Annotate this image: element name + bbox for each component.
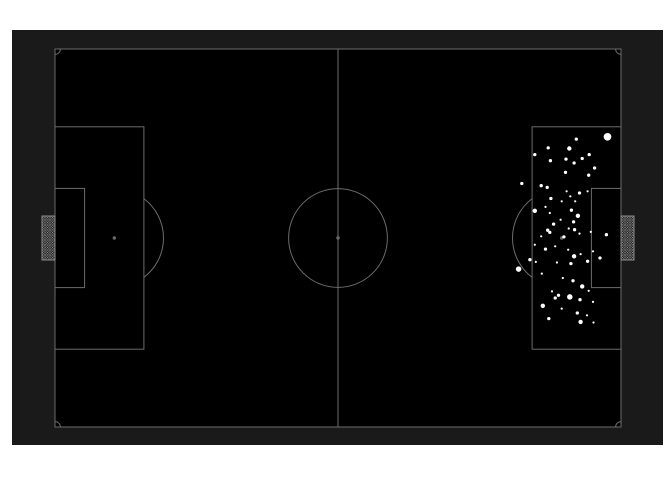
shot-point — [571, 254, 577, 259]
shot-point — [562, 235, 566, 239]
shot-point — [559, 218, 562, 221]
shot-point — [540, 303, 545, 308]
shot-point — [578, 232, 581, 235]
centre-circle — [288, 188, 388, 288]
shot-point — [533, 152, 537, 157]
shot-point — [539, 184, 543, 188]
shot-point — [577, 191, 582, 195]
shot-point — [586, 190, 589, 193]
shot-point — [553, 296, 557, 300]
right-penalty-arc — [512, 198, 533, 278]
shot-point — [575, 213, 581, 218]
shot-point — [548, 230, 552, 235]
shot-point — [571, 220, 576, 224]
shot-point — [569, 208, 574, 212]
shot-point — [591, 250, 595, 253]
shot-point — [544, 205, 547, 208]
shot-point — [543, 247, 548, 251]
shot-point — [548, 211, 551, 215]
shot-point — [587, 289, 590, 292]
shot-point — [567, 227, 570, 230]
centre-spot — [336, 236, 340, 240]
shot-point — [547, 316, 551, 321]
shot-point — [548, 159, 553, 163]
shot-point — [592, 321, 595, 324]
left-penalty-spot — [112, 236, 117, 240]
shot-point — [580, 156, 584, 161]
right-goal-net — [620, 215, 635, 261]
shot-point — [520, 181, 524, 186]
shot-point — [549, 196, 553, 201]
shot-point — [532, 208, 537, 213]
shot-point — [578, 298, 582, 302]
shot-point — [546, 146, 550, 150]
shot-point — [587, 152, 591, 157]
left-goal — [41, 215, 56, 261]
left-goal-net — [41, 215, 56, 261]
shot-point — [574, 200, 577, 203]
shot-point — [551, 222, 556, 226]
shot-point — [533, 243, 536, 246]
shot-point — [571, 279, 575, 283]
shot-point — [554, 245, 557, 248]
shot-point — [569, 195, 572, 198]
shot-point — [591, 300, 595, 303]
shot-point — [587, 173, 591, 177]
shot-point — [578, 319, 583, 325]
shot-point — [528, 258, 532, 262]
shot-point — [585, 314, 589, 317]
corner-arc-top-right — [615, 48, 622, 55]
shot-point — [598, 256, 602, 260]
shot-point — [564, 157, 568, 161]
shot-point — [575, 311, 579, 315]
shot-point — [567, 146, 572, 151]
shot-point — [550, 290, 554, 293]
shot-point — [579, 253, 582, 256]
shot-point — [592, 166, 597, 170]
right-goal — [620, 215, 635, 261]
shot-point — [565, 190, 568, 193]
corner-arc-top-left — [54, 48, 61, 55]
shot-point — [556, 293, 561, 297]
shot-point — [560, 200, 563, 203]
shot-point — [574, 137, 578, 141]
shot-point — [534, 260, 537, 263]
shot-point — [540, 235, 543, 238]
shot-point — [545, 185, 549, 190]
left-penalty-arc — [143, 198, 164, 278]
shot-point — [585, 259, 590, 263]
shot-point — [569, 261, 573, 266]
pitch — [54, 48, 622, 428]
shot-point — [540, 272, 543, 275]
shot-point — [604, 233, 609, 237]
shot-point — [555, 261, 559, 264]
shot-point — [546, 228, 550, 232]
shot-point — [561, 276, 564, 280]
shot-point — [603, 132, 612, 141]
corner-arc-bottom-left — [54, 421, 61, 428]
shot-point — [560, 307, 563, 310]
shot-point — [589, 230, 592, 233]
shot-point — [515, 266, 522, 272]
corner-arc-bottom-right — [615, 421, 622, 428]
shot-point — [580, 284, 585, 289]
shot-point — [563, 170, 568, 175]
shot-point — [567, 248, 570, 251]
shot-point — [572, 228, 577, 232]
shot-point — [572, 161, 576, 165]
shot-markers — [515, 132, 612, 325]
shot-point — [567, 294, 573, 300]
